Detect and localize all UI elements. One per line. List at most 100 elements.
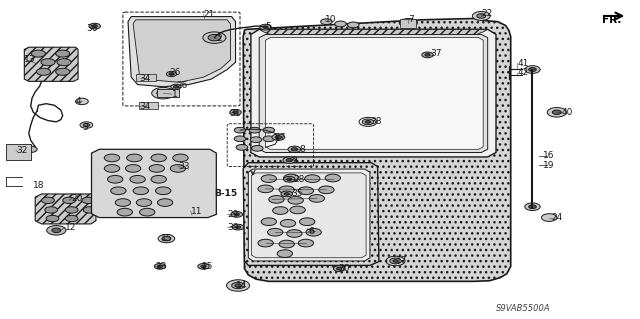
Circle shape — [31, 50, 45, 57]
Polygon shape — [35, 194, 96, 224]
Circle shape — [235, 284, 241, 287]
Polygon shape — [92, 149, 216, 218]
Bar — [400, 19, 416, 28]
Circle shape — [57, 59, 71, 66]
Circle shape — [321, 19, 332, 25]
Circle shape — [233, 111, 238, 114]
Circle shape — [261, 175, 276, 182]
Circle shape — [287, 178, 292, 181]
Text: 36: 36 — [86, 24, 98, 33]
Circle shape — [250, 137, 262, 143]
Circle shape — [157, 265, 163, 268]
Bar — [139, 102, 158, 109]
Circle shape — [273, 207, 288, 214]
Circle shape — [125, 165, 141, 172]
Text: 17: 17 — [396, 256, 407, 265]
Circle shape — [335, 21, 346, 27]
Text: 34: 34 — [140, 102, 151, 111]
Circle shape — [42, 197, 54, 204]
Circle shape — [525, 203, 540, 211]
Polygon shape — [251, 29, 496, 157]
Circle shape — [47, 226, 66, 235]
Circle shape — [529, 68, 536, 71]
Circle shape — [170, 165, 186, 172]
Circle shape — [236, 226, 241, 228]
Text: 30: 30 — [338, 264, 349, 273]
Text: FR.: FR. — [602, 15, 621, 25]
Polygon shape — [266, 38, 483, 149]
Circle shape — [46, 215, 59, 222]
Text: 9: 9 — [291, 156, 297, 165]
Circle shape — [277, 250, 292, 257]
Circle shape — [261, 218, 276, 226]
Circle shape — [89, 23, 100, 29]
Polygon shape — [133, 20, 230, 82]
Circle shape — [362, 119, 374, 125]
Circle shape — [348, 22, 359, 28]
Circle shape — [252, 145, 263, 151]
Circle shape — [76, 98, 88, 105]
Circle shape — [290, 206, 305, 214]
Circle shape — [162, 236, 171, 241]
Circle shape — [288, 146, 301, 152]
Circle shape — [284, 176, 295, 182]
Text: 35: 35 — [291, 189, 303, 198]
Circle shape — [83, 207, 96, 213]
Circle shape — [300, 218, 315, 226]
Text: 11: 11 — [191, 207, 202, 216]
Circle shape — [279, 186, 294, 194]
Text: 32: 32 — [16, 146, 28, 155]
Text: 15: 15 — [161, 234, 173, 243]
Text: 2: 2 — [216, 34, 222, 43]
Circle shape — [281, 191, 292, 197]
Circle shape — [337, 267, 342, 270]
Circle shape — [393, 260, 398, 262]
Circle shape — [140, 208, 155, 216]
Circle shape — [279, 240, 294, 248]
Circle shape — [286, 159, 292, 162]
Bar — [6, 144, 31, 160]
Text: 20: 20 — [72, 194, 83, 203]
Circle shape — [284, 193, 289, 195]
Text: 26: 26 — [176, 81, 188, 90]
Circle shape — [305, 175, 320, 182]
Circle shape — [201, 265, 206, 268]
Circle shape — [157, 199, 173, 206]
Circle shape — [156, 187, 171, 195]
Circle shape — [152, 87, 175, 99]
Circle shape — [333, 266, 345, 271]
Circle shape — [169, 73, 174, 75]
Text: 39: 39 — [227, 223, 239, 232]
Text: 41: 41 — [517, 59, 529, 68]
Circle shape — [399, 19, 417, 27]
Circle shape — [157, 90, 170, 96]
Polygon shape — [128, 17, 236, 87]
Text: 22: 22 — [481, 9, 493, 18]
Circle shape — [227, 280, 250, 291]
Circle shape — [306, 228, 321, 236]
Text: 27: 27 — [274, 133, 285, 142]
Circle shape — [425, 54, 430, 56]
Circle shape — [472, 11, 490, 20]
Circle shape — [280, 219, 296, 227]
Text: 1: 1 — [172, 90, 177, 99]
Circle shape — [127, 154, 142, 162]
Circle shape — [230, 109, 241, 115]
Circle shape — [65, 207, 78, 213]
Circle shape — [173, 154, 188, 162]
Polygon shape — [243, 19, 511, 281]
Text: 13: 13 — [24, 55, 36, 63]
Circle shape — [151, 175, 166, 183]
Circle shape — [115, 199, 131, 206]
Text: 24: 24 — [552, 213, 563, 222]
Text: 18: 18 — [33, 181, 45, 190]
Circle shape — [166, 71, 177, 77]
Text: S9VAB5500A: S9VAB5500A — [496, 304, 550, 313]
Circle shape — [130, 175, 145, 183]
Text: 25: 25 — [202, 262, 213, 271]
Circle shape — [260, 24, 271, 30]
Text: 12: 12 — [65, 223, 77, 232]
Text: 40: 40 — [562, 108, 573, 117]
Circle shape — [319, 186, 334, 194]
Circle shape — [234, 213, 239, 216]
